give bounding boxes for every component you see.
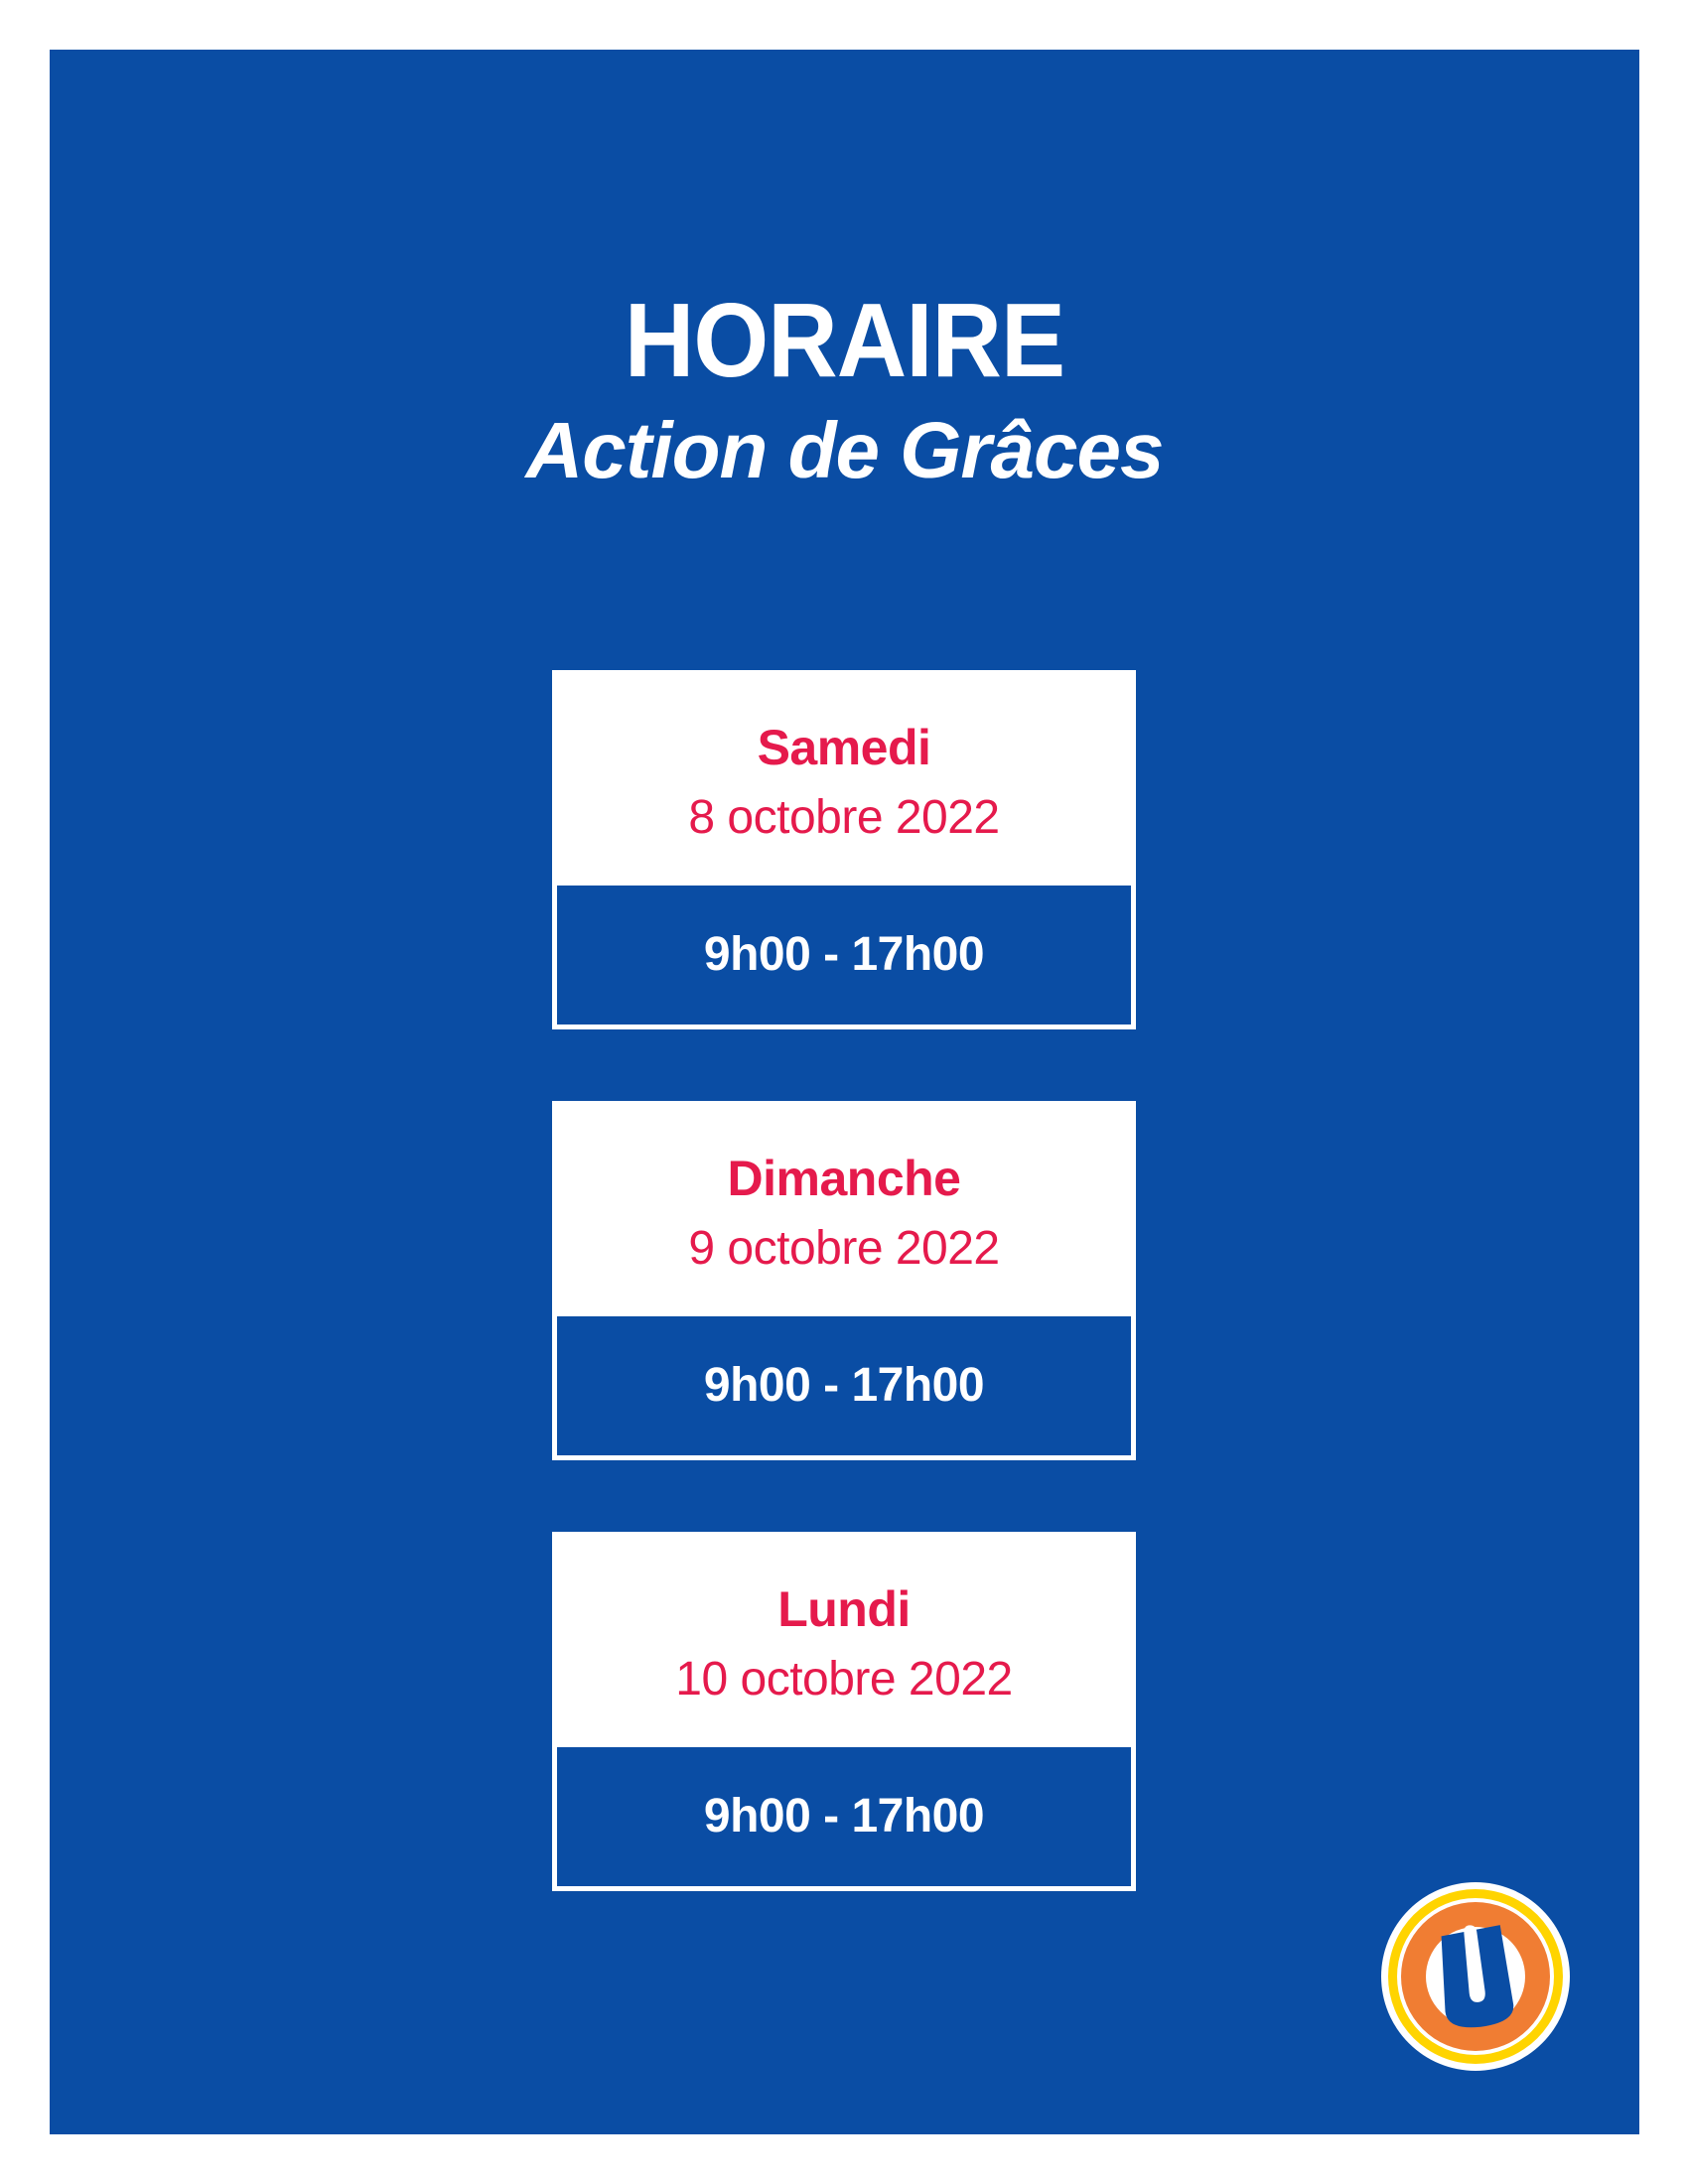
day-date-label: 10 octobre 2022: [675, 1652, 1013, 1706]
schedule-card: Samedi 8 octobre 2022 9h00 - 17h00: [552, 670, 1136, 1029]
opening-hours-label: 9h00 - 17h00: [703, 928, 985, 981]
schedule-card-list: Samedi 8 octobre 2022 9h00 - 17h00 Diman…: [552, 670, 1138, 1891]
schedule-card-hours-wrap: 9h00 - 17h00: [552, 1316, 1136, 1460]
schedule-card-hours-band: 9h00 - 17h00: [557, 1316, 1131, 1455]
schedule-card: Dimanche 9 octobre 2022 9h00 - 17h00: [552, 1101, 1136, 1460]
schedule-card-hours-band: 9h00 - 17h00: [557, 1747, 1131, 1886]
uniprix-logo-icon: [1380, 1881, 1571, 2072]
schedule-card-hours-wrap: 9h00 - 17h00: [552, 1747, 1136, 1891]
schedule-card-header: Samedi 8 octobre 2022: [552, 670, 1136, 886]
day-name-label: Lundi: [777, 1580, 911, 1637]
schedule-card-header: Lundi 10 octobre 2022: [552, 1532, 1136, 1747]
schedule-card-hours-band: 9h00 - 17h00: [557, 886, 1131, 1024]
day-date-label: 8 octobre 2022: [688, 790, 1000, 844]
day-name-label: Samedi: [757, 719, 931, 775]
page-title: HORAIRE: [624, 282, 1065, 399]
day-name-label: Dimanche: [727, 1150, 961, 1206]
schedule-card-header: Dimanche 9 octobre 2022: [552, 1101, 1136, 1316]
schedule-card-hours-wrap: 9h00 - 17h00: [552, 886, 1136, 1029]
schedule-card: Lundi 10 octobre 2022 9h00 - 17h00: [552, 1532, 1136, 1891]
opening-hours-label: 9h00 - 17h00: [703, 1359, 985, 1412]
day-date-label: 9 octobre 2022: [688, 1221, 1000, 1275]
opening-hours-label: 9h00 - 17h00: [703, 1790, 985, 1843]
poster-frame: HORAIRE Action de Grâces Samedi 8 octobr…: [50, 50, 1639, 2134]
poster-title-block: HORAIRE Action de Grâces: [50, 288, 1639, 490]
page-subtitle: Action de Grâces: [525, 406, 1164, 494]
